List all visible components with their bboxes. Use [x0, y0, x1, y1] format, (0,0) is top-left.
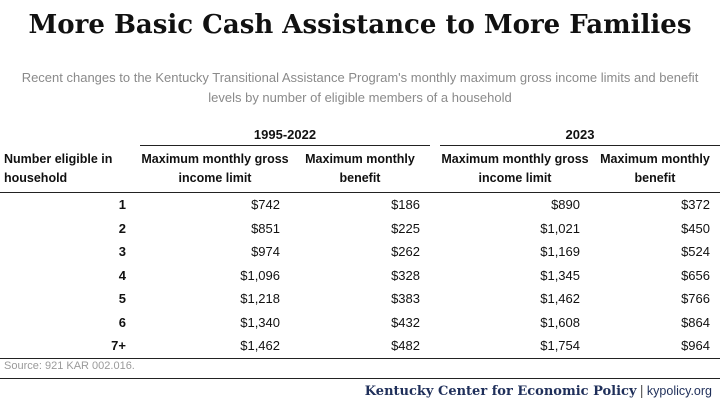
household-size-cell: 7+ — [0, 334, 140, 359]
income-limit-1995-cell: $974 — [251, 244, 280, 260]
benefit-1995-cell: $262 — [391, 244, 420, 260]
footer-credit: Kentucky Center for Economic Policy | kypo… — [365, 384, 712, 399]
income-limit-1995-cell: $851 — [251, 220, 280, 236]
benefit-2023-cell: $864 — [681, 314, 710, 330]
org-name: Kentucky Center for Economic Policy — [364, 384, 637, 399]
household-size-cell: 5 — [118, 291, 126, 307]
col-header-income-1995: Maximum monthly gross income limit — [140, 146, 290, 193]
col-header-income-2023: Maximum monthly gross income limit — [440, 146, 590, 193]
table-row: 2 $851 $225 $1,021 $450 — [0, 217, 720, 241]
benefit-2023-cell: $450 — [681, 220, 710, 236]
income-limit-1995-cell: $1,340 — [240, 314, 280, 330]
table-row: 1 $742 $186 $890 $372 — [0, 193, 720, 217]
table-row: 7+ $1,462 $482 $1,754 $964 — [0, 334, 720, 359]
table-body: 1 $742 $186 $890 $372 2 $851 $225 $1,021 $450 3 $97… — [0, 193, 720, 359]
footer-separator: | — [639, 384, 644, 399]
group-header-spacer — [0, 124, 140, 146]
benefit-2023-cell: $964 — [590, 334, 720, 359]
income-limit-2023-cell: $890 — [551, 197, 580, 213]
income-limit-1995-cell: $1,462 — [140, 334, 290, 359]
table-row: 6 $1,340 $432 $1,608 $864 — [0, 311, 720, 335]
income-limit-2023-cell: $1,169 — [540, 244, 580, 260]
household-size-cell: 4 — [118, 267, 126, 283]
benefit-2023-cell: $656 — [681, 267, 710, 283]
page-title: More Basic Cash Assistance to More Famil… — [28, 10, 692, 40]
household-size-cell: 1 — [118, 197, 126, 213]
income-limit-1995-cell: $742 — [251, 197, 280, 213]
benefit-1995-cell: $225 — [391, 220, 420, 236]
household-size-cell: 2 — [118, 220, 126, 236]
income-limit-2023-cell: $1,462 — [540, 291, 580, 307]
benefit-1995-cell: $328 — [391, 267, 420, 283]
group-header-1995-2022: 1995-2022 — [140, 124, 430, 146]
source-note: Source: 921 KAR 002.016. — [4, 360, 135, 372]
income-limit-1995-cell: $1,096 — [240, 267, 280, 283]
table-row: 5 $1,218 $383 $1,462 $766 — [0, 287, 720, 311]
household-size-cell: 3 — [118, 244, 126, 260]
row-header-label: Number eligible in household — [0, 146, 140, 193]
benefit-1995-cell: $482 — [290, 334, 430, 359]
income-limit-2023-cell: $1,345 — [540, 267, 580, 283]
col-header-benefit-1995: Maximum monthly benefit — [290, 146, 430, 193]
col-header-benefit-2023: Maximum monthly benefit — [590, 146, 720, 193]
income-limit-2023-cell: $1,021 — [540, 220, 580, 236]
income-limit-2023-cell: $1,608 — [540, 314, 580, 330]
income-limit-1995-cell: $1,218 — [240, 291, 280, 307]
table-row: 4 $1,096 $328 $1,345 $656 — [0, 264, 720, 288]
data-table: 1995-2022 2023 Number eligible in househ… — [0, 124, 720, 359]
table-row: 3 $974 $262 $1,169 $524 — [0, 240, 720, 264]
household-size-cell: 6 — [118, 314, 126, 330]
footer-divider — [0, 378, 720, 379]
benefit-1995-cell: $186 — [391, 197, 420, 213]
benefit-2023-cell: $372 — [681, 197, 710, 213]
page-subtitle: Recent changes to the Kentucky Transitio… — [21, 70, 699, 105]
income-limit-2023-cell: $1,754 — [440, 334, 590, 359]
benefit-1995-cell: $383 — [391, 291, 420, 307]
benefit-2023-cell: $524 — [681, 244, 710, 260]
benefit-2023-cell: $766 — [681, 291, 710, 307]
benefit-1995-cell: $432 — [391, 314, 420, 330]
org-url: kypolicy.org — [646, 384, 712, 398]
group-header-2023: 2023 — [440, 124, 720, 146]
